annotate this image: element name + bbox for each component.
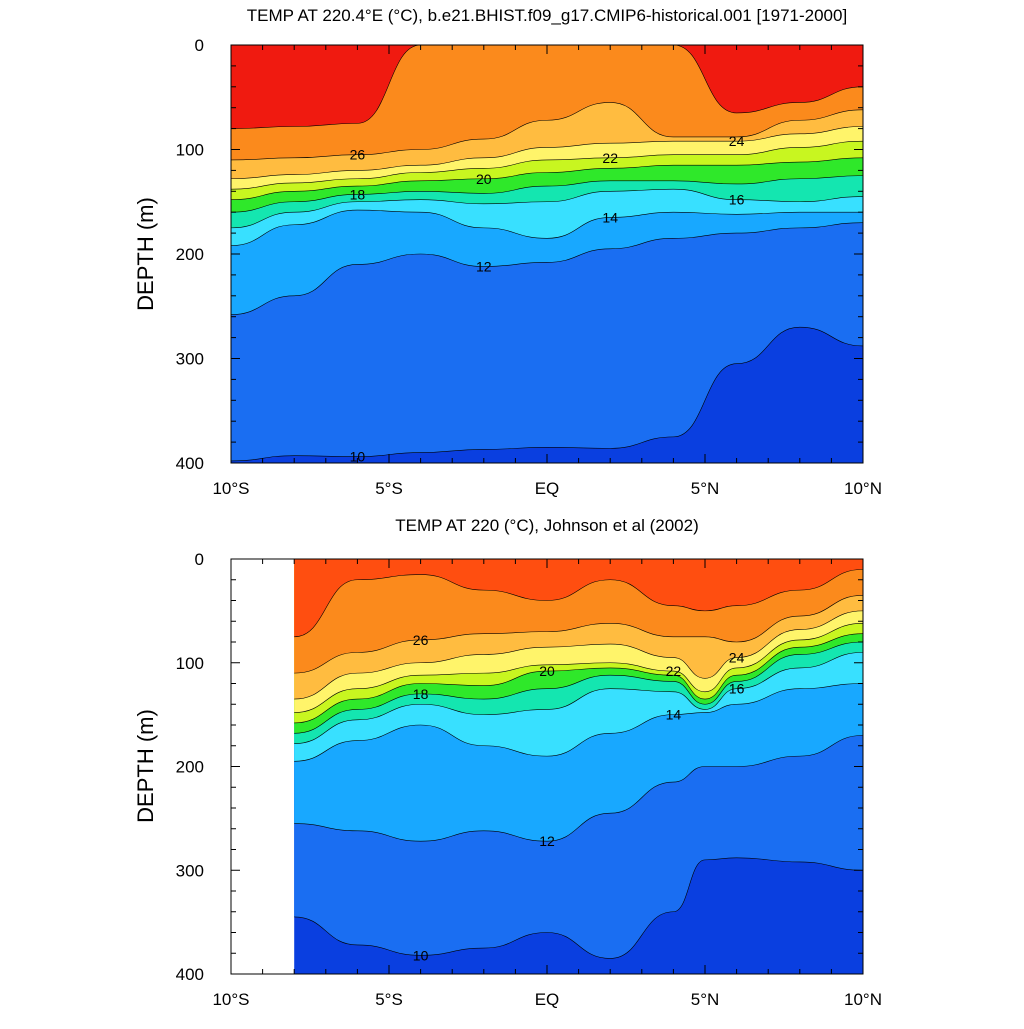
contour-label-18: 18 xyxy=(350,186,366,202)
contour-line-28 xyxy=(231,45,863,129)
contour-line-16 xyxy=(294,652,863,744)
contour-line-27 xyxy=(294,569,863,638)
contour-label-26: 26 xyxy=(350,147,366,163)
contour-line-26 xyxy=(294,595,863,674)
contour-label-16: 16 xyxy=(729,192,745,208)
contour-label-22: 22 xyxy=(602,150,618,166)
y-axis-label: DEPTH (m) xyxy=(133,709,158,823)
contour-label-24: 24 xyxy=(729,133,745,149)
contour-line-12 xyxy=(231,222,863,315)
contour-label-14: 14 xyxy=(602,209,618,225)
y-axis: 0 100 200 300 400 xyxy=(176,36,863,473)
contour-label-12: 12 xyxy=(476,259,492,275)
y-tick-label: 0 xyxy=(195,36,204,55)
contour-labels: 10 12 14 16 18 20 22 24 26 xyxy=(413,632,745,963)
contour-label-12: 12 xyxy=(539,833,555,849)
x-tick-label: 5°S xyxy=(375,479,403,498)
contour-line-24 xyxy=(231,126,863,180)
y-tick-label: 300 xyxy=(176,861,204,880)
y-axis-label: DEPTH (m) xyxy=(133,197,158,311)
contour-line-10 xyxy=(231,326,863,462)
contour-line-10 xyxy=(294,857,863,959)
x-tick-label: 5°N xyxy=(691,990,720,1009)
x-tick-label: EQ xyxy=(535,479,560,498)
chart-title: TEMP AT 220.4°E (°C), b.e21.BHIST.f09_g1… xyxy=(247,6,847,25)
x-axis: 10°S 5°S EQ 5°N 10°N xyxy=(212,45,882,498)
x-tick-label: 5°N xyxy=(691,479,720,498)
contour-line-22 xyxy=(294,623,863,713)
contour-fill xyxy=(231,45,863,463)
panel-observed: TEMP AT 220 (°C), Johnson et al (2002) 1… xyxy=(133,516,882,1009)
y-tick-label: 400 xyxy=(176,454,204,473)
contour-line-16 xyxy=(231,188,863,229)
panel-model: TEMP AT 220.4°E (°C), b.e21.BHIST.f09_g1… xyxy=(133,6,882,498)
y-tick-label: 100 xyxy=(176,141,204,160)
contour-label-20: 20 xyxy=(476,171,492,187)
x-tick-label: 5°S xyxy=(375,990,403,1009)
y-tick-label: 100 xyxy=(176,654,204,673)
contour-label-26: 26 xyxy=(413,632,429,648)
contour-label-16: 16 xyxy=(729,681,745,697)
y-tick-label: 0 xyxy=(195,550,204,569)
contour-label-18: 18 xyxy=(413,686,429,702)
y-tick-label: 400 xyxy=(176,965,204,984)
x-axis: 10°S 5°S EQ 5°N 10°N xyxy=(212,559,882,1009)
contour-line-18 xyxy=(294,641,863,734)
y-tick-label: 200 xyxy=(176,758,204,777)
contour-fill xyxy=(294,559,863,974)
contour-labels: 10 12 14 16 18 20 22 24 26 xyxy=(350,133,745,465)
contour-label-20: 20 xyxy=(539,663,555,679)
contour-line-14 xyxy=(231,209,863,246)
fill-band-27 xyxy=(294,559,863,637)
contour-label-14: 14 xyxy=(666,707,682,723)
x-tick-label: 10°S xyxy=(212,990,249,1009)
contour-lines xyxy=(294,569,863,959)
y-tick-label: 200 xyxy=(176,245,204,264)
contour-line-24 xyxy=(294,610,863,700)
contour-lines xyxy=(231,45,863,462)
x-tick-label: 10°S xyxy=(212,479,249,498)
contour-line-18 xyxy=(231,175,863,213)
contour-line-26 xyxy=(231,102,863,161)
fill-band-28 xyxy=(231,45,863,129)
chart-title: TEMP AT 220 (°C), Johnson et al (2002) xyxy=(395,516,699,535)
contour-label-10: 10 xyxy=(350,449,366,465)
contour-line-20 xyxy=(231,157,863,200)
contour-line-22 xyxy=(231,140,863,190)
x-tick-label: 10°N xyxy=(844,990,882,1009)
contour-line-20 xyxy=(294,633,863,724)
contour-label-22: 22 xyxy=(666,663,682,679)
y-tick-label: 300 xyxy=(176,350,204,369)
contour-line-14 xyxy=(294,683,863,762)
contour-label-24: 24 xyxy=(729,650,745,666)
contour-line-12 xyxy=(294,735,863,842)
contour-label-10: 10 xyxy=(413,947,429,963)
y-axis: 0 100 200 300 400 xyxy=(176,550,863,984)
x-tick-label: EQ xyxy=(535,990,560,1009)
x-tick-label: 10°N xyxy=(844,479,882,498)
